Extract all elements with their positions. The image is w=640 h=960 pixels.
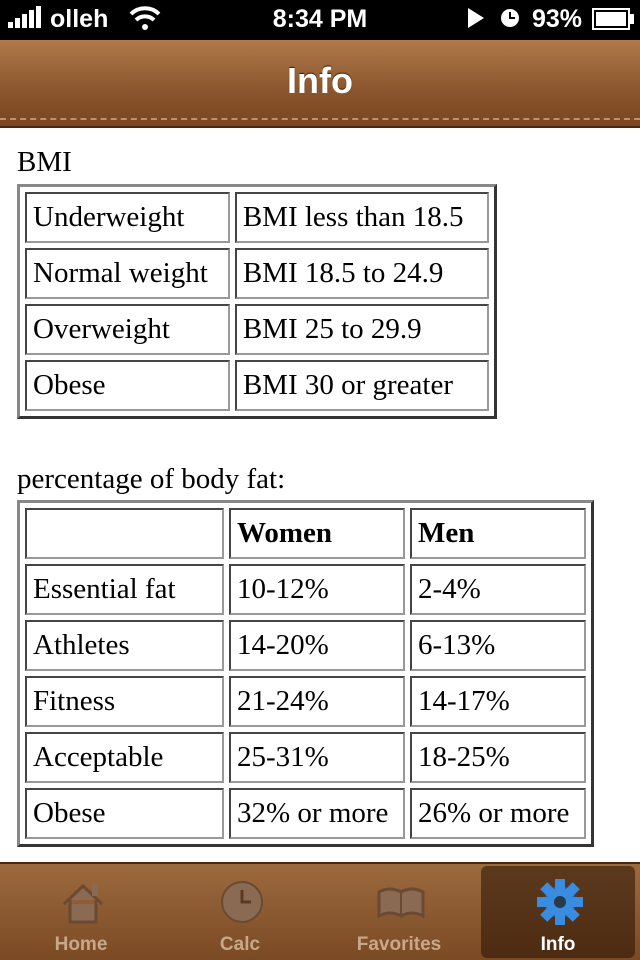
battery-text: 93%: [532, 5, 583, 33]
carrier: olleh: [50, 5, 109, 33]
table-cell: Athletes: [25, 620, 224, 671]
table-cell: 2-4%: [410, 564, 586, 615]
table-cell: BMI 25 to 29.9: [234, 304, 489, 355]
tab-item[interactable]: Calc: [163, 866, 317, 958]
tab-label: Favorites: [356, 934, 442, 955]
table-cell: Obese: [25, 360, 230, 411]
table-cell: 25-31%: [229, 732, 405, 783]
table-row: Overweight BMI 25 to 29.9: [25, 304, 489, 355]
tab-item[interactable]: Favorites: [322, 866, 476, 958]
tab-icon: [221, 881, 263, 923]
tab-label: Calc: [219, 934, 261, 955]
table-cell: 32% or more: [229, 788, 405, 839]
table-cell: Fitness: [25, 676, 224, 727]
battery-icon: [592, 8, 634, 30]
table-cell: Normal weight: [25, 248, 230, 299]
tab-bar: Home Calc Favorites Info: [0, 862, 640, 960]
table-cell: Underweight: [25, 192, 230, 243]
table-cell: BMI less than 18.5: [234, 192, 489, 243]
header-cell: Men: [410, 508, 586, 559]
table-row: Obese BMI 30 or greater: [25, 360, 489, 411]
section-heading: BMI: [17, 146, 72, 178]
table-cell: 18-25%: [410, 732, 586, 783]
signal-icon: [8, 6, 41, 28]
nav-bar: Info: [0, 40, 640, 128]
table-row: Obese 32% or more 26% or more: [25, 788, 586, 839]
header-cell: Women: [229, 508, 405, 559]
table-cell: Overweight: [25, 304, 230, 355]
table-cell: 14-20%: [229, 620, 405, 671]
table-row: Athletes 14-20% 6-13%: [25, 620, 586, 671]
tab-item[interactable]: Home: [4, 866, 158, 958]
header-row: Women Men: [25, 508, 586, 559]
tab-label: Home: [54, 934, 108, 955]
status-bar: olleh 8:34 PM 93%: [0, 0, 640, 40]
table-row: Normal weight BMI 18.5 to 24.9: [25, 248, 489, 299]
header-cell: [25, 508, 224, 559]
tab-item[interactable]: Info: [481, 866, 635, 958]
table-row: Fitness 21-24% 14-17%: [25, 676, 586, 727]
table-cell: BMI 18.5 to 24.9: [234, 248, 489, 299]
body-fat-table: Women Men Essential fat 10-12% 2-4% Athletes…: [17, 500, 594, 847]
table-cell: 26% or more: [410, 788, 586, 839]
nav-title: Info: [287, 60, 353, 101]
table-cell: Essential fat: [25, 564, 224, 615]
table-cell: 21-24%: [229, 676, 405, 727]
table-cell: BMI 30 or greater: [234, 360, 489, 411]
tab-icon: [537, 879, 583, 925]
tab-icon: [377, 887, 425, 919]
table-cell: 14-17%: [410, 676, 586, 727]
table-row: Underweight BMI less than 18.5: [25, 192, 489, 243]
wifi-icon: [129, 6, 161, 30]
table-cell: 6-13%: [410, 620, 586, 671]
time: 8:34 PM: [272, 5, 368, 33]
tab-label: Info: [540, 934, 576, 955]
table-row: Essential fat 10-12% 2-4%: [25, 564, 586, 615]
bmi-table: Underweight BMI less than 18.5 Normal weig…: [17, 184, 497, 419]
tab-icon: [62, 883, 104, 924]
status-icons: [468, 8, 519, 28]
table-cell: Acceptable: [25, 732, 224, 783]
table-cell: Obese: [25, 788, 224, 839]
table-row: Acceptable 25-31% 18-25%: [25, 732, 586, 783]
table-cell: 10-12%: [229, 564, 405, 615]
section-heading: percentage of body fat:: [17, 463, 286, 495]
